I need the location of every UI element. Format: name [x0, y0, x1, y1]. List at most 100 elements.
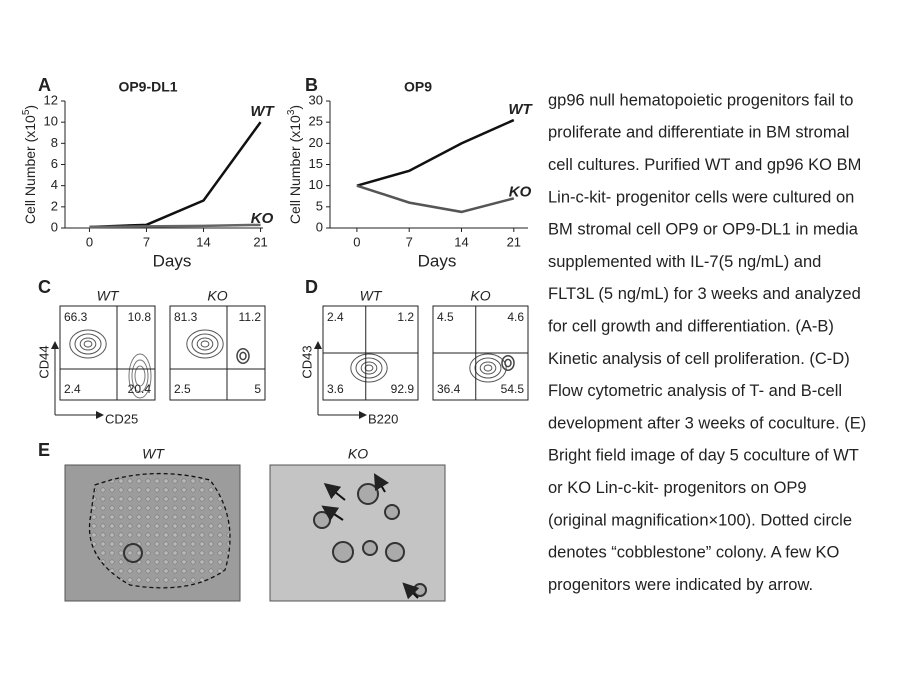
plot-frame — [59, 305, 156, 401]
contour — [69, 329, 107, 359]
caption-line: progenitors were indicated by arrow. — [548, 576, 813, 594]
y-tick-label: 12 — [44, 92, 58, 107]
y-axis-label-part: Cell Number (x10 — [22, 115, 38, 224]
caption-line: proliferate and differentiate in BM stro… — [548, 124, 849, 142]
quadrant-value: 3.6 — [327, 382, 344, 396]
y-tick-label: 10 — [44, 114, 58, 129]
contour — [479, 361, 497, 375]
plot-title: WT — [97, 288, 120, 304]
caption-line: denotes “cobblestone” colony. A few KO — [548, 544, 840, 562]
panel-label: C — [38, 277, 51, 297]
caption-line: cell cultures. Purified WT and gp96 KO B… — [548, 156, 861, 174]
plot-title: KO — [207, 288, 227, 304]
contour — [128, 353, 152, 399]
contour — [501, 355, 515, 371]
quadrant-value: 36.4 — [437, 382, 461, 396]
caption-line: or KO Lin-c-kit- progenitors on OP9 — [548, 479, 807, 497]
caption-line: development after 3 weeks of coculture. … — [548, 414, 866, 432]
plot-title: WT — [360, 288, 383, 304]
quadrant-value: 10.8 — [128, 310, 152, 324]
contour — [236, 348, 250, 364]
y-axis-label-part: Cell Number (x10 — [287, 115, 303, 224]
y-tick-label: 30 — [309, 92, 323, 107]
panel-label: B — [305, 75, 318, 95]
y-tick-label: 15 — [309, 156, 323, 171]
cobblestone-colony — [88, 472, 231, 589]
cell — [357, 483, 379, 505]
y-axis-label-part: 5 — [21, 109, 32, 115]
cell — [362, 540, 378, 556]
x-tick-label: 14 — [454, 234, 468, 249]
quadrant-value: 2.5 — [174, 382, 191, 396]
caption-line: gp96 null hematopoietic progenitors fail… — [548, 91, 853, 109]
contour — [474, 357, 502, 379]
series-label: WT — [250, 103, 275, 120]
quadrant-value: 66.3 — [64, 310, 88, 324]
y-tick-label: 0 — [51, 219, 58, 234]
x-axis-label: Days — [153, 251, 192, 270]
x-axis-label: Days — [418, 251, 457, 270]
cell — [123, 543, 143, 563]
panel-label: E — [38, 440, 50, 460]
x-axis-label: B220 — [368, 411, 398, 426]
quadrant-value: 54.5 — [501, 382, 525, 396]
series-line — [356, 118, 515, 187]
contour — [131, 359, 149, 393]
quadrant-value: 4.5 — [437, 310, 454, 324]
y-tick-label: 8 — [51, 135, 58, 150]
quadrant-value: 2.4 — [327, 310, 344, 324]
contour — [83, 340, 93, 348]
contour — [134, 365, 146, 387]
caption-line: Lin-c-kit- progenitor cells were culture… — [548, 188, 854, 206]
panel-label: D — [305, 277, 318, 297]
y-tick-label: 0 — [316, 219, 323, 234]
contour — [364, 364, 374, 372]
contour — [191, 333, 219, 355]
caption-line: (original magnification×100). Dotted cir… — [548, 511, 852, 529]
y-axis-label: Cell Number (x105) — [21, 105, 38, 224]
x-axis-label: CD25 — [105, 411, 138, 426]
y-axis-label-part: ) — [287, 105, 303, 110]
y-axis-label-part: ) — [22, 105, 38, 110]
quadrant-value: 11.2 — [239, 310, 262, 324]
cell — [385, 542, 405, 562]
contour — [469, 353, 507, 383]
quadrant-value: 81.3 — [174, 310, 198, 324]
x-tick-label: 21 — [507, 234, 521, 249]
y-tick-label: 10 — [309, 177, 323, 192]
x-tick-label: 7 — [143, 234, 150, 249]
contour — [483, 364, 493, 372]
plot-title: KO — [470, 288, 490, 304]
caption-line: Kinetic analysis of cell proliferation. … — [548, 350, 850, 368]
y-axis-label: CD43 — [299, 345, 314, 378]
arrow — [323, 483, 346, 501]
quadrant-value: 4.6 — [507, 310, 524, 324]
quadrant-value: 5 — [254, 382, 261, 396]
quadrant-value: 92.9 — [391, 382, 415, 396]
quadrant-value: 20.4 — [128, 382, 152, 396]
contour — [196, 337, 214, 351]
series-label: KO — [509, 183, 532, 200]
series-line — [89, 223, 261, 229]
series-label: KO — [251, 210, 274, 227]
image-title: WT — [142, 446, 165, 462]
y-axis-label: Cell Number (x103) — [286, 105, 303, 224]
contour — [74, 333, 102, 355]
contour — [79, 337, 97, 351]
micrograph — [269, 464, 446, 602]
y-tick-label: 4 — [51, 177, 58, 192]
cell — [313, 511, 331, 529]
series-line — [89, 121, 262, 229]
arrow — [373, 473, 389, 493]
caption-line: Bright field image of day 5 coculture of… — [548, 447, 859, 465]
caption-line: supplemented with IL-7(5 ng/mL) and — [548, 253, 821, 271]
y-tick-label: 5 — [316, 198, 323, 213]
quadrant-value: 1.2 — [397, 310, 414, 324]
chart-title: OP9-DL1 — [118, 79, 177, 95]
arrow — [321, 505, 344, 522]
x-tick-label: 14 — [196, 234, 210, 249]
y-tick-label: 25 — [309, 114, 323, 129]
x-tick-label: 21 — [253, 234, 267, 249]
